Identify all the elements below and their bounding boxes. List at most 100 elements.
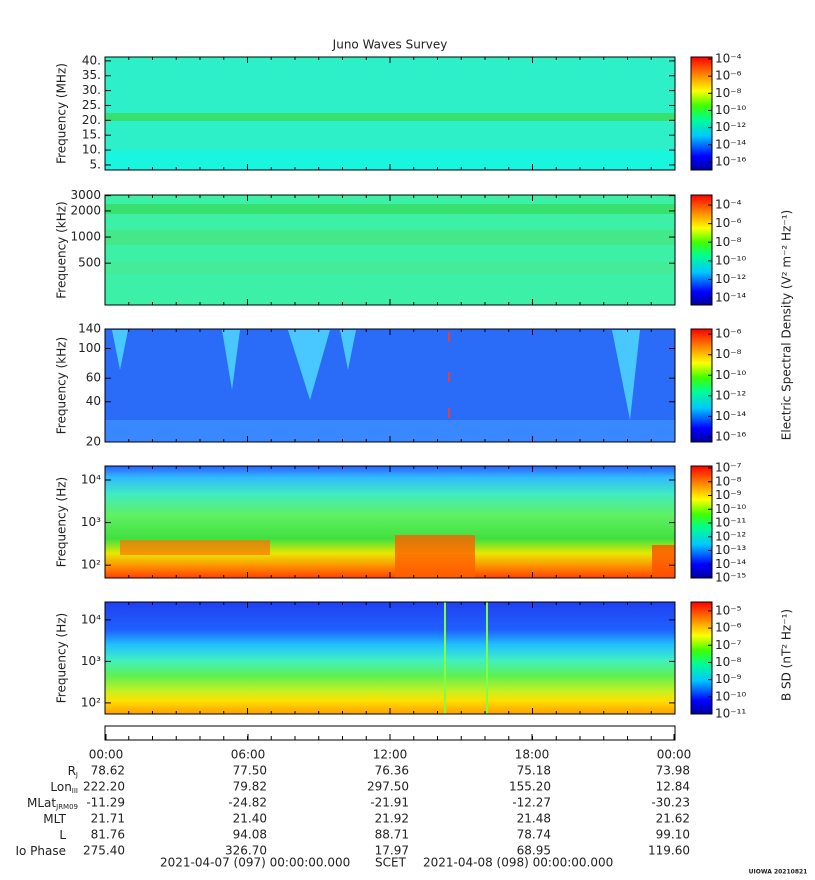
y-tick-label: 10² bbox=[81, 695, 101, 709]
ephemeris-label: MLatJRM09 bbox=[27, 796, 78, 812]
y-tick-label: 30. bbox=[82, 83, 101, 97]
colorbar-tick-label: 10⁻¹⁴ bbox=[715, 291, 746, 305]
colorbar-tick-label: 10⁻⁶ bbox=[715, 216, 742, 230]
colorbar bbox=[690, 194, 713, 306]
ephemeris-value: 81.76 bbox=[91, 828, 125, 842]
ephemeris-value: 76.36 bbox=[375, 764, 409, 778]
colorbar-tick-label: 10⁻¹² bbox=[715, 388, 746, 402]
x-tick-label: 18:00 bbox=[515, 748, 550, 762]
colorbar-tick-label: 10⁻⁵ bbox=[715, 603, 742, 617]
y-tick-label: 35. bbox=[82, 68, 101, 82]
y-axis-label: Frequency (kHz) bbox=[55, 337, 69, 434]
colorbar-tick-label: 10⁻⁶ bbox=[715, 327, 742, 341]
y-tick-label: 60 bbox=[86, 371, 101, 385]
spike bbox=[448, 408, 450, 418]
y-tick-label: 20 bbox=[86, 435, 101, 449]
colorbar-tick-label: 10⁻¹¹ bbox=[715, 707, 746, 721]
colorbar-tick-label: 10⁻¹⁴ bbox=[715, 557, 746, 571]
ephemeris-value: 21.92 bbox=[375, 812, 409, 826]
ephemeris-value: -12.27 bbox=[512, 796, 551, 810]
colorbar-tick-label: 10⁻⁴ bbox=[715, 51, 742, 65]
credit: UIOWA 20210821 bbox=[749, 869, 808, 876]
spectrogram-images bbox=[105, 57, 675, 714]
ephemeris-value: 78.62 bbox=[91, 764, 125, 778]
colorbar-tick-label: 10⁻⁸ bbox=[715, 655, 742, 669]
ephemeris-value: 12.84 bbox=[656, 780, 690, 794]
spectrogram-2-band bbox=[105, 204, 675, 214]
ephemeris-label-text: MLat bbox=[27, 796, 56, 810]
ephemeris-value: -21.91 bbox=[370, 796, 409, 810]
colorbar bbox=[690, 601, 713, 715]
colorbar-tick-label: 10⁻¹⁰ bbox=[715, 103, 746, 117]
emission bbox=[112, 330, 128, 370]
y-tick-label: 140 bbox=[78, 322, 101, 336]
ephemeris-label: L bbox=[59, 828, 66, 842]
y-tick-label: 10² bbox=[81, 558, 101, 572]
colorbar-tick-label: 10⁻¹² bbox=[715, 120, 746, 134]
ephemeris-label: RJ bbox=[68, 764, 78, 780]
spectrogram-4 bbox=[105, 466, 675, 578]
colorbar-tick-label: 10⁻⁹ bbox=[715, 488, 742, 502]
y-tick-label: 500 bbox=[78, 256, 101, 270]
ephemeris-value: 21.40 bbox=[233, 812, 267, 826]
ephemeris-value: 275.40 bbox=[83, 844, 125, 858]
emission bbox=[395, 535, 475, 578]
y-tick-label: 10³ bbox=[81, 654, 101, 668]
colorbar-tick-label: 10⁻⁴ bbox=[715, 198, 742, 212]
y-tick-label: 10. bbox=[82, 143, 101, 157]
colorbar-tick-label: 10⁻¹⁶ bbox=[715, 154, 746, 168]
y-axis-label: Frequency (kHz) bbox=[55, 201, 69, 298]
y-tick-label: 40 bbox=[86, 394, 101, 408]
ephemeris-value: 21.48 bbox=[517, 812, 551, 826]
colorbar-tick-label: 10⁻¹⁴ bbox=[715, 137, 746, 151]
y-tick-label: 20. bbox=[82, 113, 101, 127]
spectrogram-5 bbox=[105, 602, 675, 714]
y-tick-label: 10⁴ bbox=[81, 472, 101, 486]
emission bbox=[652, 545, 675, 578]
y-tick-label: 1000 bbox=[70, 230, 101, 244]
colorbar-tick-label: 10⁻¹³ bbox=[715, 543, 746, 557]
colorbar-tick-label: 10⁻¹¹ bbox=[715, 516, 746, 530]
spectrogram-1-band bbox=[105, 113, 675, 121]
ephemeris-label: MLT bbox=[43, 812, 66, 826]
ephemeris-value: 94.08 bbox=[233, 828, 267, 842]
colorbar-tick-label: 10⁻¹⁰ bbox=[715, 253, 746, 267]
colorbar-tick-label: 10⁻⁸ bbox=[715, 86, 742, 100]
ephemeris-label-sub: JRM09 bbox=[55, 803, 78, 811]
ephemeris-value: -11.29 bbox=[86, 796, 125, 810]
colorbar-label: Electric Spectral Density (V² m⁻² Hz⁻¹) bbox=[780, 210, 794, 440]
spike bbox=[486, 602, 488, 714]
ephemeris-value: 119.60 bbox=[648, 844, 690, 858]
colorbar-tick-label: 10⁻¹⁰ bbox=[715, 502, 746, 516]
colorbar-tick-label: 10⁻¹² bbox=[715, 529, 746, 543]
emission bbox=[120, 540, 270, 555]
y-tick-label: 40. bbox=[82, 53, 101, 67]
x-tick-label: 00:00 bbox=[89, 748, 124, 762]
ephemeris-label-text: Io Phase bbox=[15, 844, 66, 858]
y-tick-label: 10⁴ bbox=[81, 612, 101, 626]
y-axis-label: Frequency (MHz) bbox=[55, 63, 69, 164]
colorbar-tick-label: 10⁻⁶ bbox=[715, 69, 742, 83]
footer-text: 2021-04-07 (097) 00:00:00.000 bbox=[160, 856, 350, 870]
colorbar-tick-label: 10⁻¹⁵ bbox=[715, 571, 746, 585]
y-tick-label: 3000 bbox=[70, 188, 101, 202]
y-tick-label: 10³ bbox=[81, 515, 101, 529]
ephemeris-value: 99.10 bbox=[656, 828, 690, 842]
y-axis-label: Frequency (Hz) bbox=[55, 477, 69, 568]
ephemeris-label-text: R bbox=[68, 764, 76, 778]
colorbar-tick-label: 10⁻⁹ bbox=[715, 672, 742, 686]
ephemeris-label-text: MLT bbox=[43, 812, 66, 826]
chart-title: Juno Waves Survey bbox=[332, 38, 448, 52]
ephemeris-value: 297.50 bbox=[367, 780, 409, 794]
x-tick-label: 12:00 bbox=[373, 748, 408, 762]
colorbar-tick-label: 10⁻⁸ bbox=[715, 235, 742, 249]
ephemeris-label: LonIII bbox=[50, 780, 78, 796]
y-tick-label: 2000 bbox=[70, 203, 101, 217]
x-tick-label: 00:00 bbox=[657, 748, 692, 762]
ephemeris-value: 75.18 bbox=[517, 764, 551, 778]
colorbar-tick-label: 10⁻⁸ bbox=[715, 347, 742, 361]
ephemeris-value: 17.97 bbox=[375, 844, 409, 858]
colorbar-tick-label: 10⁻⁸ bbox=[715, 474, 742, 488]
footer-text: 2021-04-08 (098) 00:00:00.000 bbox=[423, 856, 613, 870]
colorbar-label: B SD (nT² Hz⁻¹) bbox=[780, 609, 794, 701]
